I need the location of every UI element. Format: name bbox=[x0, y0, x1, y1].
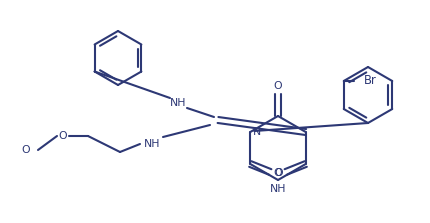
Text: NH: NH bbox=[144, 139, 160, 149]
Text: Br: Br bbox=[364, 74, 377, 87]
Text: NH: NH bbox=[270, 184, 286, 194]
Text: N: N bbox=[253, 127, 261, 137]
Text: NH: NH bbox=[170, 98, 186, 108]
Text: O: O bbox=[273, 168, 282, 178]
Text: O: O bbox=[273, 81, 283, 91]
Text: O: O bbox=[22, 145, 30, 155]
Text: O: O bbox=[274, 168, 283, 178]
Text: O: O bbox=[58, 131, 68, 141]
